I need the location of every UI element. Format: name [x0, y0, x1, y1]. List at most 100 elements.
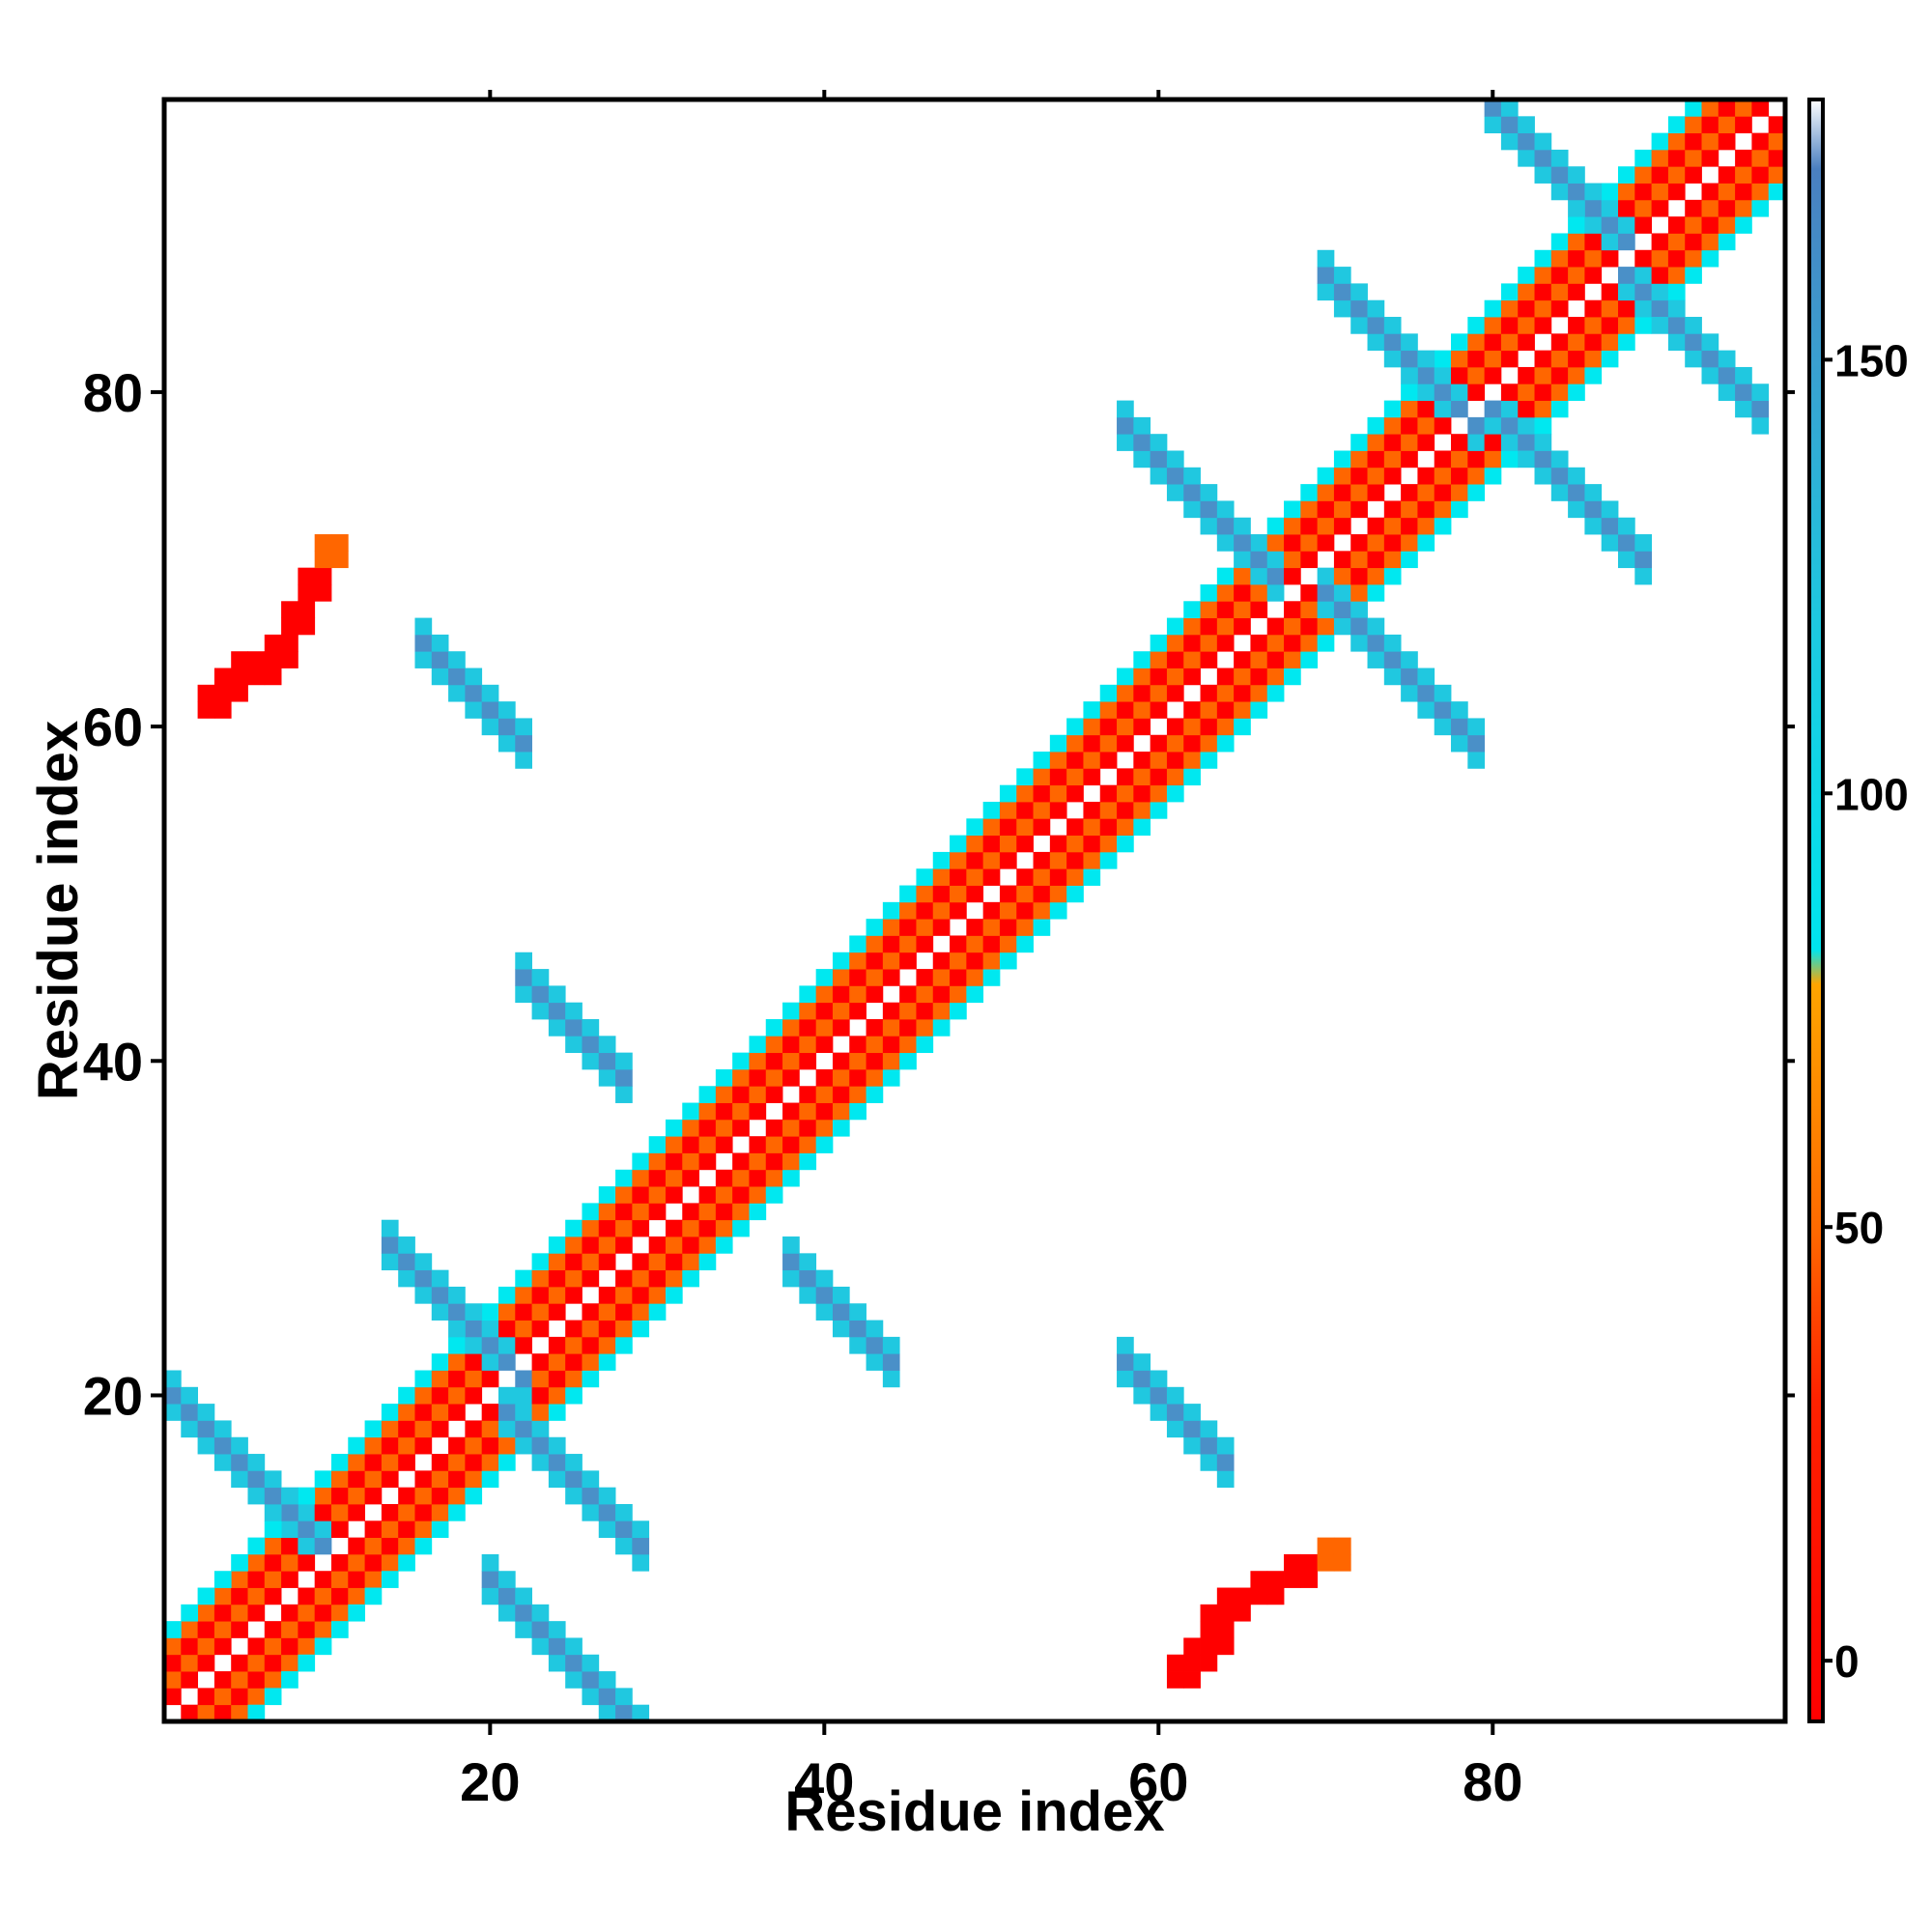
- heatmap-cell: [1751, 384, 1770, 401]
- heatmap-cell: [1049, 835, 1067, 853]
- heatmap-cell: [330, 1454, 349, 1471]
- heatmap-cell: [715, 1086, 733, 1103]
- heatmap-cell: [398, 1503, 415, 1521]
- heatmap-cell: [615, 1503, 633, 1521]
- heatmap-cell: [1234, 517, 1251, 535]
- x-tick-label: 60: [1128, 1751, 1188, 1812]
- heatmap-cell: [515, 1303, 532, 1321]
- heatmap-cell: [1534, 450, 1552, 469]
- heatmap-cell: [832, 985, 850, 1004]
- heatmap-cell: [1634, 299, 1653, 318]
- heatmap-cell: [264, 1470, 282, 1489]
- heatmap-cell: [1401, 534, 1418, 552]
- heatmap-cell: [866, 985, 884, 1004]
- heatmap-cell: [1300, 500, 1319, 519]
- heatmap-cell: [1183, 1404, 1201, 1421]
- heatmap-cell: [682, 1269, 699, 1288]
- heatmap-cell: [1534, 283, 1552, 301]
- heatmap-cell: [1451, 484, 1468, 501]
- heatmap-cell: [1467, 718, 1486, 736]
- heatmap-cell: [1550, 299, 1569, 318]
- heatmap-cell: [982, 952, 1001, 970]
- heatmap-cell: [1266, 583, 1285, 602]
- heatmap-cell: [815, 1002, 834, 1020]
- heatmap-cell: [815, 1086, 834, 1103]
- heatmap-cell: [414, 1470, 433, 1489]
- heatmap-cell: [749, 1186, 767, 1204]
- heatmap-cell: [497, 1386, 516, 1405]
- heatmap-cell: [448, 1436, 466, 1455]
- heatmap-cell: [565, 1236, 582, 1254]
- heatmap-cell: [565, 1353, 582, 1371]
- heatmap-cell: [615, 1704, 633, 1722]
- heatmap-cell: [832, 1086, 850, 1103]
- heatmap-cell: [1083, 801, 1101, 819]
- heatmap-cell: [298, 617, 316, 636]
- heatmap-cell: [615, 1320, 633, 1338]
- heatmap-cell: [197, 1688, 215, 1706]
- heatmap-cell: [181, 1604, 198, 1622]
- heatmap-cell: [1383, 450, 1402, 469]
- heatmap-cell: [1300, 517, 1319, 535]
- heatmap-cell: [164, 1671, 182, 1689]
- heatmap-cell: [448, 1320, 466, 1338]
- heatmap-cell: [314, 1587, 332, 1605]
- heatmap-cell: [1467, 752, 1486, 769]
- heatmap-cell: [698, 1119, 717, 1137]
- heatmap-cell: [197, 1654, 215, 1672]
- heatmap-cell: [314, 583, 332, 602]
- heatmap-cell: [197, 1404, 215, 1421]
- heatmap-cell: [732, 1068, 750, 1087]
- heatmap-cell: [1150, 634, 1168, 652]
- heatmap-cell: [698, 1086, 717, 1103]
- heatmap-cell: [1117, 684, 1134, 702]
- heatmap-cell: [1568, 317, 1585, 334]
- heatmap-cell: [1066, 718, 1084, 736]
- heatmap-cell: [330, 551, 349, 569]
- heatmap-cell: [1200, 734, 1218, 753]
- heatmap-cell: [1500, 333, 1519, 352]
- heatmap-cell: [698, 1186, 717, 1204]
- heatmap-cell: [1601, 199, 1619, 217]
- heatmap-cell: [264, 1520, 282, 1538]
- heatmap-cell: [1601, 317, 1619, 334]
- heatmap-cell: [1317, 283, 1335, 301]
- heatmap-cell: [1099, 701, 1118, 719]
- heatmap-cell: [1601, 183, 1619, 201]
- heatmap-cell: [515, 1386, 532, 1405]
- heatmap-cell: [231, 684, 248, 702]
- heatmap-cell: [197, 1704, 215, 1722]
- heatmap-cell: [281, 634, 298, 652]
- heatmap-cell: [1266, 668, 1285, 686]
- heatmap-cell: [1667, 317, 1686, 334]
- heatmap-cell: [1417, 467, 1435, 485]
- heatmap-cell: [481, 1420, 499, 1438]
- heatmap-cell: [448, 1370, 466, 1388]
- heatmap-cell: [765, 1152, 783, 1171]
- heatmap-cell: [665, 1219, 683, 1237]
- heatmap-cell: [1417, 534, 1435, 552]
- heatmap-cell: [849, 1336, 867, 1354]
- heatmap-cell: [1618, 199, 1635, 217]
- heatmap-cell: [481, 701, 499, 719]
- heatmap-cell: [1083, 768, 1101, 786]
- heatmap-cell: [548, 985, 566, 1004]
- heatmap-cell: [281, 1537, 298, 1555]
- heatmap-cell: [1099, 801, 1118, 819]
- heatmap-cell: [932, 969, 951, 986]
- heatmap-cell: [1133, 801, 1151, 819]
- heatmap-cell: [1500, 283, 1519, 301]
- heatmap-cell: [213, 1604, 232, 1622]
- heatmap-cell: [1618, 166, 1635, 184]
- heatmap-cell: [698, 1136, 717, 1153]
- heatmap-cell: [531, 1303, 550, 1321]
- heatmap-cell: [598, 1336, 616, 1354]
- heatmap-cell: [181, 1671, 198, 1689]
- heatmap-cell: [582, 1353, 600, 1371]
- heatmap-cell: [1383, 416, 1402, 435]
- heatmap-cell: [932, 1002, 951, 1020]
- heatmap-cell: [164, 1404, 182, 1421]
- heatmap-cell: [1367, 450, 1385, 469]
- heatmap-cell: [1550, 350, 1569, 368]
- heatmap-cell: [1284, 534, 1301, 552]
